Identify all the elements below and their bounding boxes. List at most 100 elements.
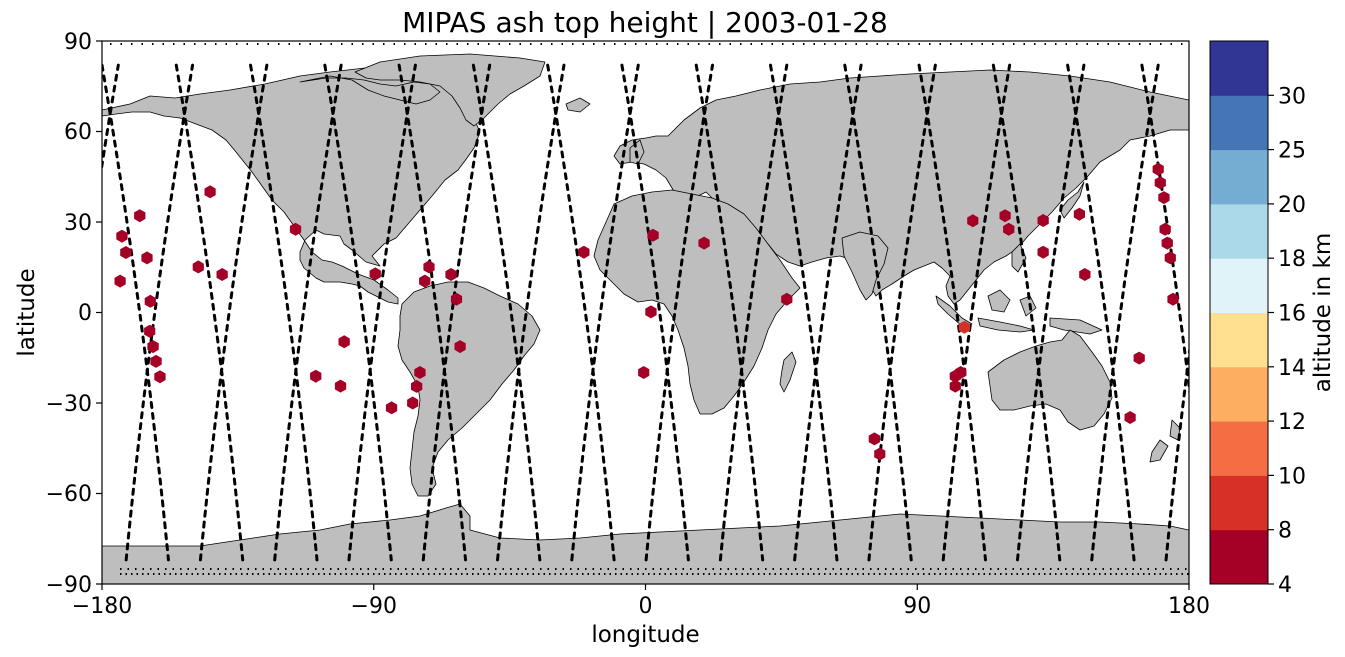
colorbar-tick-label: 20 — [1278, 193, 1306, 218]
ash-marker — [369, 267, 381, 281]
ash-marker — [116, 229, 128, 243]
orbit-track — [769, 63, 839, 562]
ash-marker — [289, 222, 302, 236]
ash-marker — [141, 251, 153, 265]
orbit-track — [546, 63, 616, 562]
ash-marker — [414, 366, 426, 379]
orbit-track — [867, 63, 937, 562]
colorbar-segments — [1210, 41, 1268, 585]
ash-marker — [1079, 268, 1091, 281]
ash-marker — [1037, 245, 1049, 259]
ash-marker — [423, 260, 435, 274]
colorbar-segment — [1210, 312, 1268, 368]
ash-marker — [874, 447, 886, 461]
ash-marker — [781, 292, 793, 306]
colorbar-tick-label: 14 — [1278, 356, 1306, 381]
ash-marker — [204, 185, 216, 199]
ash-marker — [310, 369, 322, 383]
y-tick-label: −90 — [46, 573, 92, 598]
orbit-track — [323, 63, 393, 562]
orbit-track — [793, 63, 863, 562]
orbit-track — [843, 63, 913, 562]
ash-marker — [411, 379, 423, 393]
x-tick-label: 180 — [1168, 594, 1210, 619]
colorbar: 4 8 10 12 14 16 18 20 25 30 altitude in km — [1209, 40, 1336, 598]
colorbar-segment — [1210, 366, 1268, 422]
landmass-antarctica — [102, 503, 1189, 584]
orbit-track — [1090, 63, 1160, 562]
orbit-track — [917, 63, 987, 562]
orbit-track — [249, 63, 319, 562]
orbit-track — [718, 63, 789, 562]
y-tick-label: −30 — [46, 392, 92, 417]
orbit-track — [644, 63, 715, 562]
ash-marker — [407, 396, 419, 410]
colorbar-segment — [1210, 421, 1268, 476]
ash-marker — [1164, 251, 1176, 265]
ash-marker — [967, 214, 979, 228]
ash-marker — [192, 260, 204, 274]
orbit-track — [102, 63, 120, 175]
y-tick-label: 90 — [64, 30, 92, 55]
ash-detection-markers — [114, 162, 1179, 461]
chart-title: MIPAS ash top height | 2003-01-28 — [402, 6, 888, 39]
ash-marker — [1003, 222, 1015, 236]
orbit-track — [620, 63, 690, 562]
orbit-track — [421, 63, 492, 562]
ash-marker — [120, 246, 132, 259]
ash-marker — [1161, 236, 1173, 250]
ash-marker — [450, 292, 463, 306]
x-tick-label: −90 — [351, 594, 397, 619]
y-tick-label: −60 — [46, 482, 92, 507]
ash-marker — [338, 335, 350, 349]
ash-marker — [1152, 162, 1164, 176]
colorbar-segment — [1210, 41, 1268, 96]
orbit-track — [1016, 63, 1086, 562]
colorbar-tick-label: 10 — [1278, 464, 1306, 489]
colorbar-segment — [1210, 258, 1268, 313]
ash-marker — [638, 366, 650, 379]
orbit-track — [941, 63, 1012, 562]
colorbar-tick-label: 4 — [1278, 573, 1292, 598]
y-axis-label: latitude — [14, 268, 40, 356]
ash-marker — [958, 320, 970, 334]
ash-marker — [698, 236, 710, 250]
ash-marker — [955, 366, 967, 379]
ash-marker — [999, 209, 1011, 223]
orbit-track — [570, 63, 640, 562]
colorbar-tick-label: 16 — [1278, 302, 1306, 327]
orbit-track — [694, 63, 765, 562]
orbit-track — [1066, 63, 1136, 562]
polar-track-dots — [110, 43, 1189, 575]
colorbar-frame — [1209, 40, 1269, 585]
colorbar-segment — [1210, 529, 1268, 585]
ash-marker — [144, 324, 156, 338]
colorbar-segment — [1210, 95, 1268, 151]
ash-marker — [645, 305, 657, 319]
ash-marker — [150, 354, 162, 368]
ash-marker — [216, 268, 228, 281]
landmass-africa — [593, 189, 801, 415]
orbit-track — [102, 63, 170, 562]
colorbar-segment — [1210, 203, 1268, 259]
orbit-track — [397, 63, 468, 562]
x-axis-label: longitude — [591, 622, 699, 648]
ash-marker — [144, 294, 156, 308]
colorbar-tick-label: 8 — [1278, 519, 1292, 544]
orbit-track — [1164, 344, 1189, 562]
orbit-track — [471, 63, 542, 562]
ash-marker — [868, 432, 880, 446]
colorbar-segment — [1210, 475, 1268, 531]
ash-marker — [114, 274, 126, 288]
ash-marker — [445, 268, 457, 281]
colorbar-label: altitude in km — [1310, 233, 1336, 393]
y-axis: −90 −60 −30 0 30 60 90 latitude — [14, 30, 102, 598]
ash-marker — [1158, 191, 1170, 205]
x-tick-label: 90 — [903, 594, 931, 619]
colorbar-tick-label: 12 — [1278, 410, 1306, 435]
colorbar-tick-label: 30 — [1278, 84, 1306, 109]
landmass-japan — [1059, 181, 1085, 219]
ash-marker — [949, 379, 961, 393]
colorbar-tick-label: 18 — [1278, 247, 1306, 272]
